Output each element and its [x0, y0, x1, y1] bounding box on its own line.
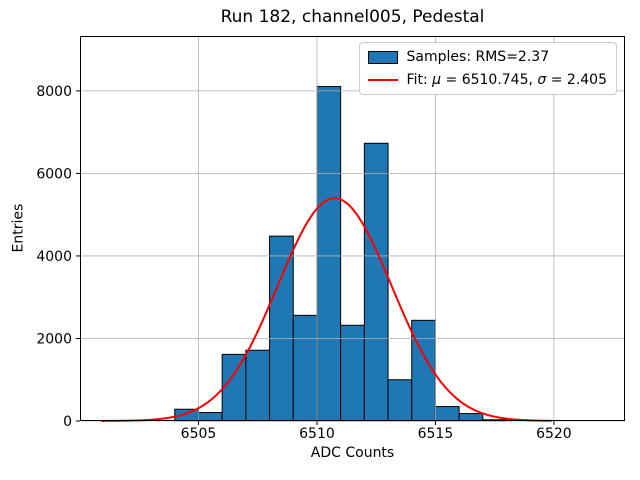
legend-fit-label-part: σ: [537, 72, 547, 88]
legend-item-samples: Samples: RMS=2.37: [367, 47, 607, 67]
x-tick-label: 6520: [536, 426, 572, 442]
y-tick-label: 8000: [36, 84, 72, 100]
histogram-bar: [197, 412, 223, 422]
histogram-bar: [363, 142, 389, 422]
x-tick-label: 6505: [181, 426, 217, 442]
axes-spines: [80, 36, 625, 421]
legend-fit-label-part: μ: [432, 72, 442, 88]
histogram-swatch-icon: [367, 50, 398, 64]
histogram-bar: [434, 406, 460, 422]
y-tick-label: 2000: [36, 331, 72, 347]
legend-fit-label-part: Fit:: [406, 72, 433, 88]
plot-area: 6505 6510 6515 6520 0 2000 4000 6000 8000: [36, 36, 625, 442]
histogram-bar: [316, 86, 342, 422]
fit-line-swatch-icon: [367, 79, 398, 81]
histogram-bar: [340, 324, 365, 422]
y-axis-label: Entries: [10, 203, 27, 253]
chart-title: Run 182, channel005, Pedestal: [220, 7, 485, 27]
histogram-bar: [292, 314, 318, 422]
histogram-bar: [245, 349, 271, 422]
fit-line: [101, 197, 552, 422]
legend-fit-label-part: = 6510.745,: [441, 72, 538, 88]
histogram-bar: [221, 353, 247, 422]
x-axis-label: ADC Counts: [310, 445, 395, 461]
histogram-bar: [458, 413, 484, 422]
x-tick-label: 6510: [299, 426, 335, 442]
x-tick-label: 6515: [418, 426, 454, 442]
y-tick-label: 4000: [36, 249, 72, 265]
histogram-bar: [387, 379, 413, 422]
legend-item-fit: Fit: μ = 6510.745, σ = 2.405: [367, 70, 607, 90]
legend-fit-label-part: = 2.405: [546, 72, 607, 88]
y-tick-label: 0: [63, 414, 72, 430]
legend-samples-label: Samples: RMS=2.37: [406, 49, 550, 65]
legend: Samples: RMS=2.37 Fit: μ = 6510.745, σ =…: [358, 42, 617, 95]
y-tick-label: 6000: [36, 166, 72, 182]
legend-fit-label: Fit: μ = 6510.745, σ = 2.405: [407, 72, 607, 88]
histogram-bar: [269, 235, 294, 422]
